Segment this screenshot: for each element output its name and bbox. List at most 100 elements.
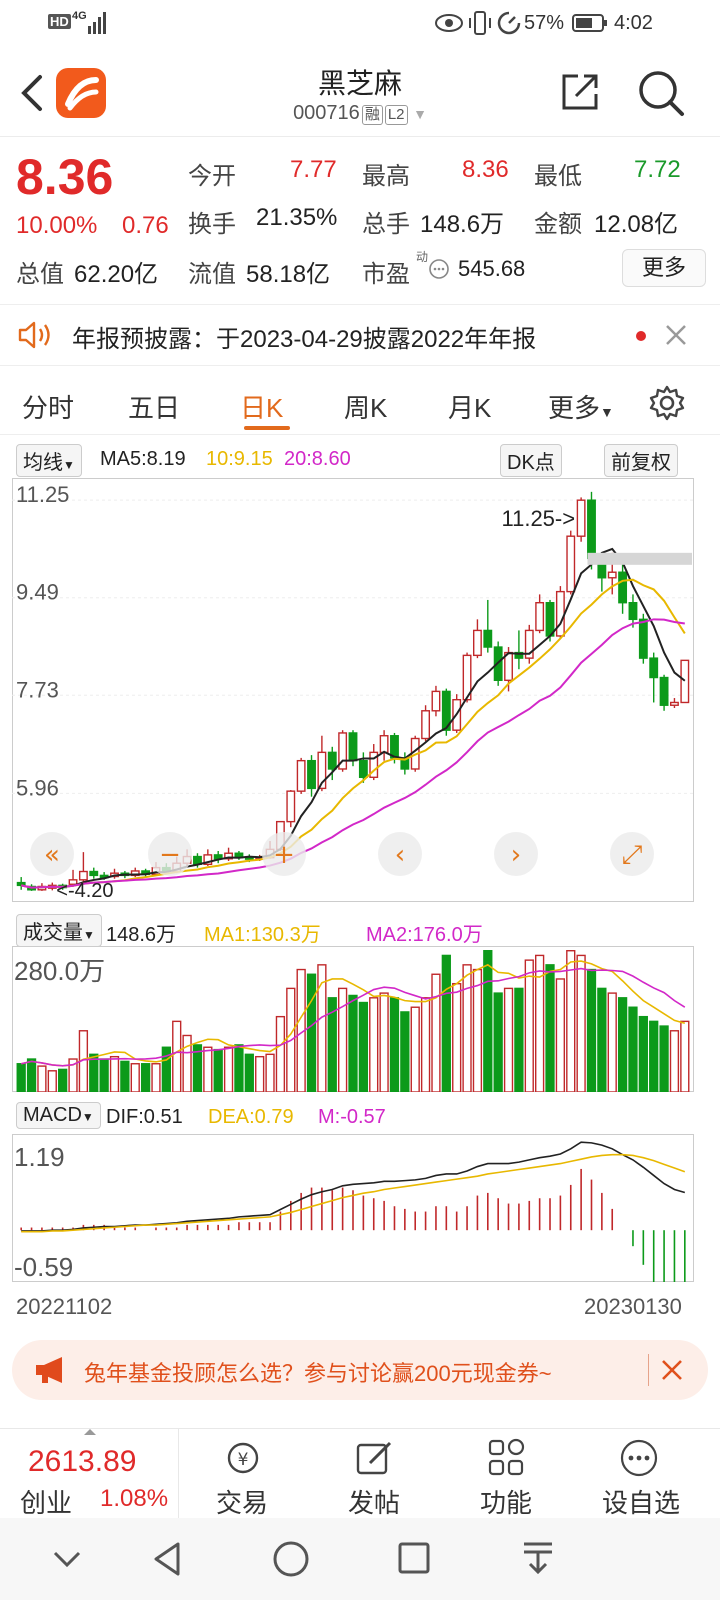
candle-body [566,535,576,593]
y-tick-label: 5.96 [16,775,59,800]
volume-bar [151,1063,161,1092]
current-price: 8.36 [16,149,114,205]
mktcap-value: 62.20亿 [74,261,159,288]
macd-axis-bottom: -0.59 [14,1252,73,1282]
candle-body [545,602,555,637]
candle-body [224,852,234,860]
volume-bar [234,1044,244,1092]
share-icon[interactable] [558,70,602,114]
volume-selector[interactable]: 成交量▼ [16,914,102,947]
zoom-out-button[interactable] [148,832,192,876]
nav-home-icon[interactable] [272,1540,310,1578]
back-icon[interactable] [18,74,44,112]
clock: 4:02 [614,12,653,34]
index-change[interactable]: 1.08% [100,1485,169,1512]
scroll-left-fast-button-glyph[interactable]: « [44,840,60,870]
download-icon[interactable] [520,1538,556,1578]
candle-body [203,854,213,866]
close-icon[interactable] [660,1358,684,1382]
volume-bar [337,987,348,1092]
chevron-down-icon[interactable]: ▼ [413,106,427,122]
index-name[interactable]: 创业 [20,1488,73,1518]
scroll-left-fast-button[interactable] [30,832,74,876]
dk-point-button[interactable]: DK点 [500,444,562,477]
tab-daily-k[interactable]: 日K [240,393,284,423]
volume-axis-label: 280.0万 [14,956,105,986]
zoom-in-button[interactable] [262,832,306,876]
candle-body [327,751,337,770]
nav-recent-icon[interactable] [396,1540,432,1576]
ma5-line [20,547,686,889]
unread-dot [636,331,646,341]
tab-five-day[interactable]: 五日 [128,393,181,423]
ma-selector[interactable]: 均线▼ [16,444,82,477]
functions-label[interactable]: 功能 [479,1488,532,1518]
level2-tag[interactable]: L2 [384,105,408,125]
candle-body [535,602,545,632]
settings-icon[interactable] [648,384,686,422]
macd-dea-line [21,1153,686,1233]
fullscreen-button[interactable] [610,832,654,876]
volume-bar [140,1063,151,1092]
volume-bar [109,1055,120,1092]
zoom-in-button-glyph[interactable]: + [273,840,295,870]
trade-icon[interactable]: ¥ [222,1439,264,1477]
macd-axis-top: 1.19 [14,1142,65,1172]
candle-body [638,618,648,659]
zoom-out-button-glyph[interactable]: − [159,840,181,870]
volume-ma2-line [21,967,686,1067]
trade-label[interactable]: 交易 [215,1488,268,1518]
index-value[interactable]: 2613.89 [28,1445,137,1478]
search-icon[interactable] [636,68,686,118]
more-dots-icon[interactable] [618,1437,660,1479]
volume-chart[interactable]: 280.0万 [12,946,694,1092]
amount-label: 金额 [534,211,582,238]
volume-bar [47,1070,57,1092]
promo-banner[interactable]: 兔年基金投顾怎么选？参与讨论赢200元现金券~ [12,1340,708,1400]
ma20-label: 20:8.60 [284,448,351,470]
tab-intraday[interactable]: 分时 [22,393,75,423]
macd-selector[interactable]: MACD▼ [16,1102,101,1129]
volume-ma2-label: MA2:176.0万 [366,924,483,946]
tab-weekly-k[interactable]: 周K [344,393,388,423]
more-quote-button[interactable]: 更多 [622,249,706,287]
ma10-label: 10:9.15 [206,448,273,470]
low-value: 7.72 [634,156,681,183]
close-icon[interactable] [664,323,688,347]
chevron-down-icon[interactable] [50,1542,84,1576]
promo-text: 兔年基金投顾怎么选？参与讨论赢200元现金券~ [84,1361,552,1386]
info-icon[interactable] [428,258,450,280]
active-tab-indicator [244,426,290,430]
functions-icon[interactable] [486,1437,528,1479]
y-tick-label: 11.25 [16,482,69,507]
macd-m-label: M:-0.57 [318,1106,386,1128]
nav-back-icon[interactable] [150,1540,184,1578]
caret-down-icon: ▼ [83,928,95,942]
post-icon[interactable] [354,1439,396,1477]
open-value: 7.77 [290,156,337,183]
volume-bar [26,1058,37,1092]
scroll-left-button[interactable] [378,832,422,876]
post-label[interactable]: 发帖 [347,1488,400,1518]
fullscreen-button-glyph[interactable]: ⤢ [622,840,643,870]
candle-body [472,629,482,657]
scroll-left-button-glyph[interactable]: ‹ [395,840,405,870]
candle-body [441,690,451,731]
macd-chart[interactable]: 1.19 -0.59 [12,1134,694,1282]
status-bar: HD 4G 57% 4:02 [0,0,720,48]
tab-more[interactable]: 更多▼ [548,388,614,425]
float-label: 流值 [188,261,236,288]
volume-bar [389,997,400,1092]
bottom-toolbar: 2613.89 创业 1.08% ¥ 交易 发帖 功能 设自选 [0,1428,720,1519]
tab-monthly-k[interactable]: 月K [448,393,492,423]
candle-body [607,571,617,579]
period-tabs: 分时 五日 日K 周K 月K 更多▼ [0,374,720,435]
watchlist-label[interactable]: 设自选 [601,1488,680,1518]
adjust-button[interactable]: 前复权 [604,444,678,477]
scroll-right-button-glyph[interactable]: › [511,840,521,870]
pe-dynamic-sup: 动 [416,250,429,264]
kline-chart[interactable]: 11.25 9.49 7.73 5.96 11.25-> <-4.20 « − + ‹ › ⤢ [12,478,694,902]
announcement-bar[interactable]: 年报预披露：于2023-04-29披露2022年年报 [0,304,720,366]
volume-bar [545,964,555,1092]
scroll-right-button[interactable] [494,832,538,876]
